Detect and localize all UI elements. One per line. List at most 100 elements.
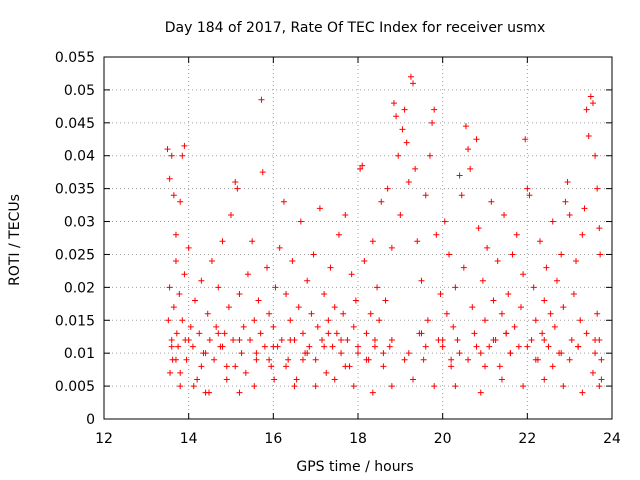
data-point xyxy=(437,290,444,297)
data-point xyxy=(338,337,345,344)
data-point xyxy=(448,356,455,363)
data-point xyxy=(450,323,457,330)
y-tick-label: 0.03 xyxy=(64,215,95,231)
data-point xyxy=(488,198,495,205)
data-point xyxy=(350,383,357,390)
data-point xyxy=(170,304,177,311)
data-point xyxy=(484,244,491,251)
data-point xyxy=(458,192,465,199)
data-point xyxy=(181,142,188,149)
data-point xyxy=(522,136,529,143)
data-point xyxy=(268,363,275,370)
data-point xyxy=(570,290,577,297)
data-point xyxy=(291,383,298,390)
data-point xyxy=(352,297,359,304)
x-tick-label: 24 xyxy=(603,431,621,447)
data-point xyxy=(183,356,190,363)
data-point xyxy=(278,337,285,344)
data-point xyxy=(439,337,446,344)
data-point xyxy=(469,304,476,311)
data-point xyxy=(331,376,338,383)
y-tick-label: 0.02 xyxy=(64,280,95,296)
data-point xyxy=(185,244,192,251)
x-tick-label: 14 xyxy=(180,431,198,447)
data-point xyxy=(456,350,463,357)
data-point xyxy=(316,205,323,212)
data-point xyxy=(414,238,421,245)
data-point xyxy=(579,231,586,238)
data-point xyxy=(367,310,374,317)
data-point xyxy=(314,323,321,330)
y-tick-label: 0.025 xyxy=(55,247,95,263)
data-point xyxy=(338,350,345,357)
data-point xyxy=(266,356,273,363)
data-point xyxy=(441,218,448,225)
data-point xyxy=(490,297,497,304)
chart-title: Day 184 of 2017, Rate Of TEC Index for r… xyxy=(165,20,545,36)
data-point xyxy=(596,225,603,232)
data-point xyxy=(528,337,535,344)
data-point xyxy=(395,152,402,159)
x-tick-label: 18 xyxy=(349,431,367,447)
data-point xyxy=(573,258,580,265)
data-point xyxy=(486,343,493,350)
data-point xyxy=(170,192,177,199)
data-point xyxy=(285,356,292,363)
data-point xyxy=(460,264,467,271)
data-point xyxy=(452,284,459,291)
data-point xyxy=(592,350,599,357)
data-point xyxy=(426,152,433,159)
data-point xyxy=(407,73,414,80)
data-point xyxy=(420,356,427,363)
data-point xyxy=(189,343,196,350)
data-point xyxy=(232,179,239,186)
data-point xyxy=(206,337,213,344)
data-point xyxy=(355,350,361,357)
data-point xyxy=(177,369,184,376)
data-point xyxy=(475,225,482,232)
data-point xyxy=(382,297,389,304)
data-point xyxy=(564,179,571,186)
data-point xyxy=(473,136,480,143)
data-point xyxy=(465,146,472,153)
data-point xyxy=(168,152,175,159)
data-point xyxy=(257,330,264,337)
data-point xyxy=(583,106,590,113)
data-point xyxy=(228,211,234,218)
y-tick-label: 0.015 xyxy=(55,313,95,329)
data-point xyxy=(498,376,505,383)
data-point xyxy=(350,323,357,330)
data-point xyxy=(579,389,586,396)
data-point xyxy=(505,290,512,297)
data-point xyxy=(359,162,366,169)
data-point xyxy=(376,317,383,324)
axis-ticks: 0 0.005 0.01 0.015 0.02 0.025 0.03 0.035 0.04 0.0… xyxy=(55,50,621,447)
data-point xyxy=(251,317,258,324)
data-point xyxy=(558,350,565,357)
data-point xyxy=(418,330,425,337)
data-point xyxy=(280,198,287,205)
data-point xyxy=(177,198,184,205)
data-point xyxy=(585,132,592,139)
data-point xyxy=(181,271,188,278)
data-point xyxy=(545,343,552,350)
data-point xyxy=(321,290,328,297)
data-point xyxy=(221,330,228,337)
data-point xyxy=(439,343,446,350)
data-point xyxy=(517,304,524,311)
data-point xyxy=(520,271,527,278)
data-point xyxy=(192,297,199,304)
data-point xyxy=(403,139,410,146)
data-point xyxy=(165,317,172,324)
data-point xyxy=(242,369,249,376)
data-point xyxy=(496,363,503,370)
x-tick-label: 22 xyxy=(518,431,536,447)
data-point xyxy=(494,258,501,265)
data-point xyxy=(401,356,408,363)
data-point xyxy=(348,271,355,278)
data-point xyxy=(232,363,239,370)
data-point xyxy=(342,363,349,370)
data-point xyxy=(289,258,296,265)
data-point xyxy=(172,356,179,363)
data-point xyxy=(215,330,222,337)
